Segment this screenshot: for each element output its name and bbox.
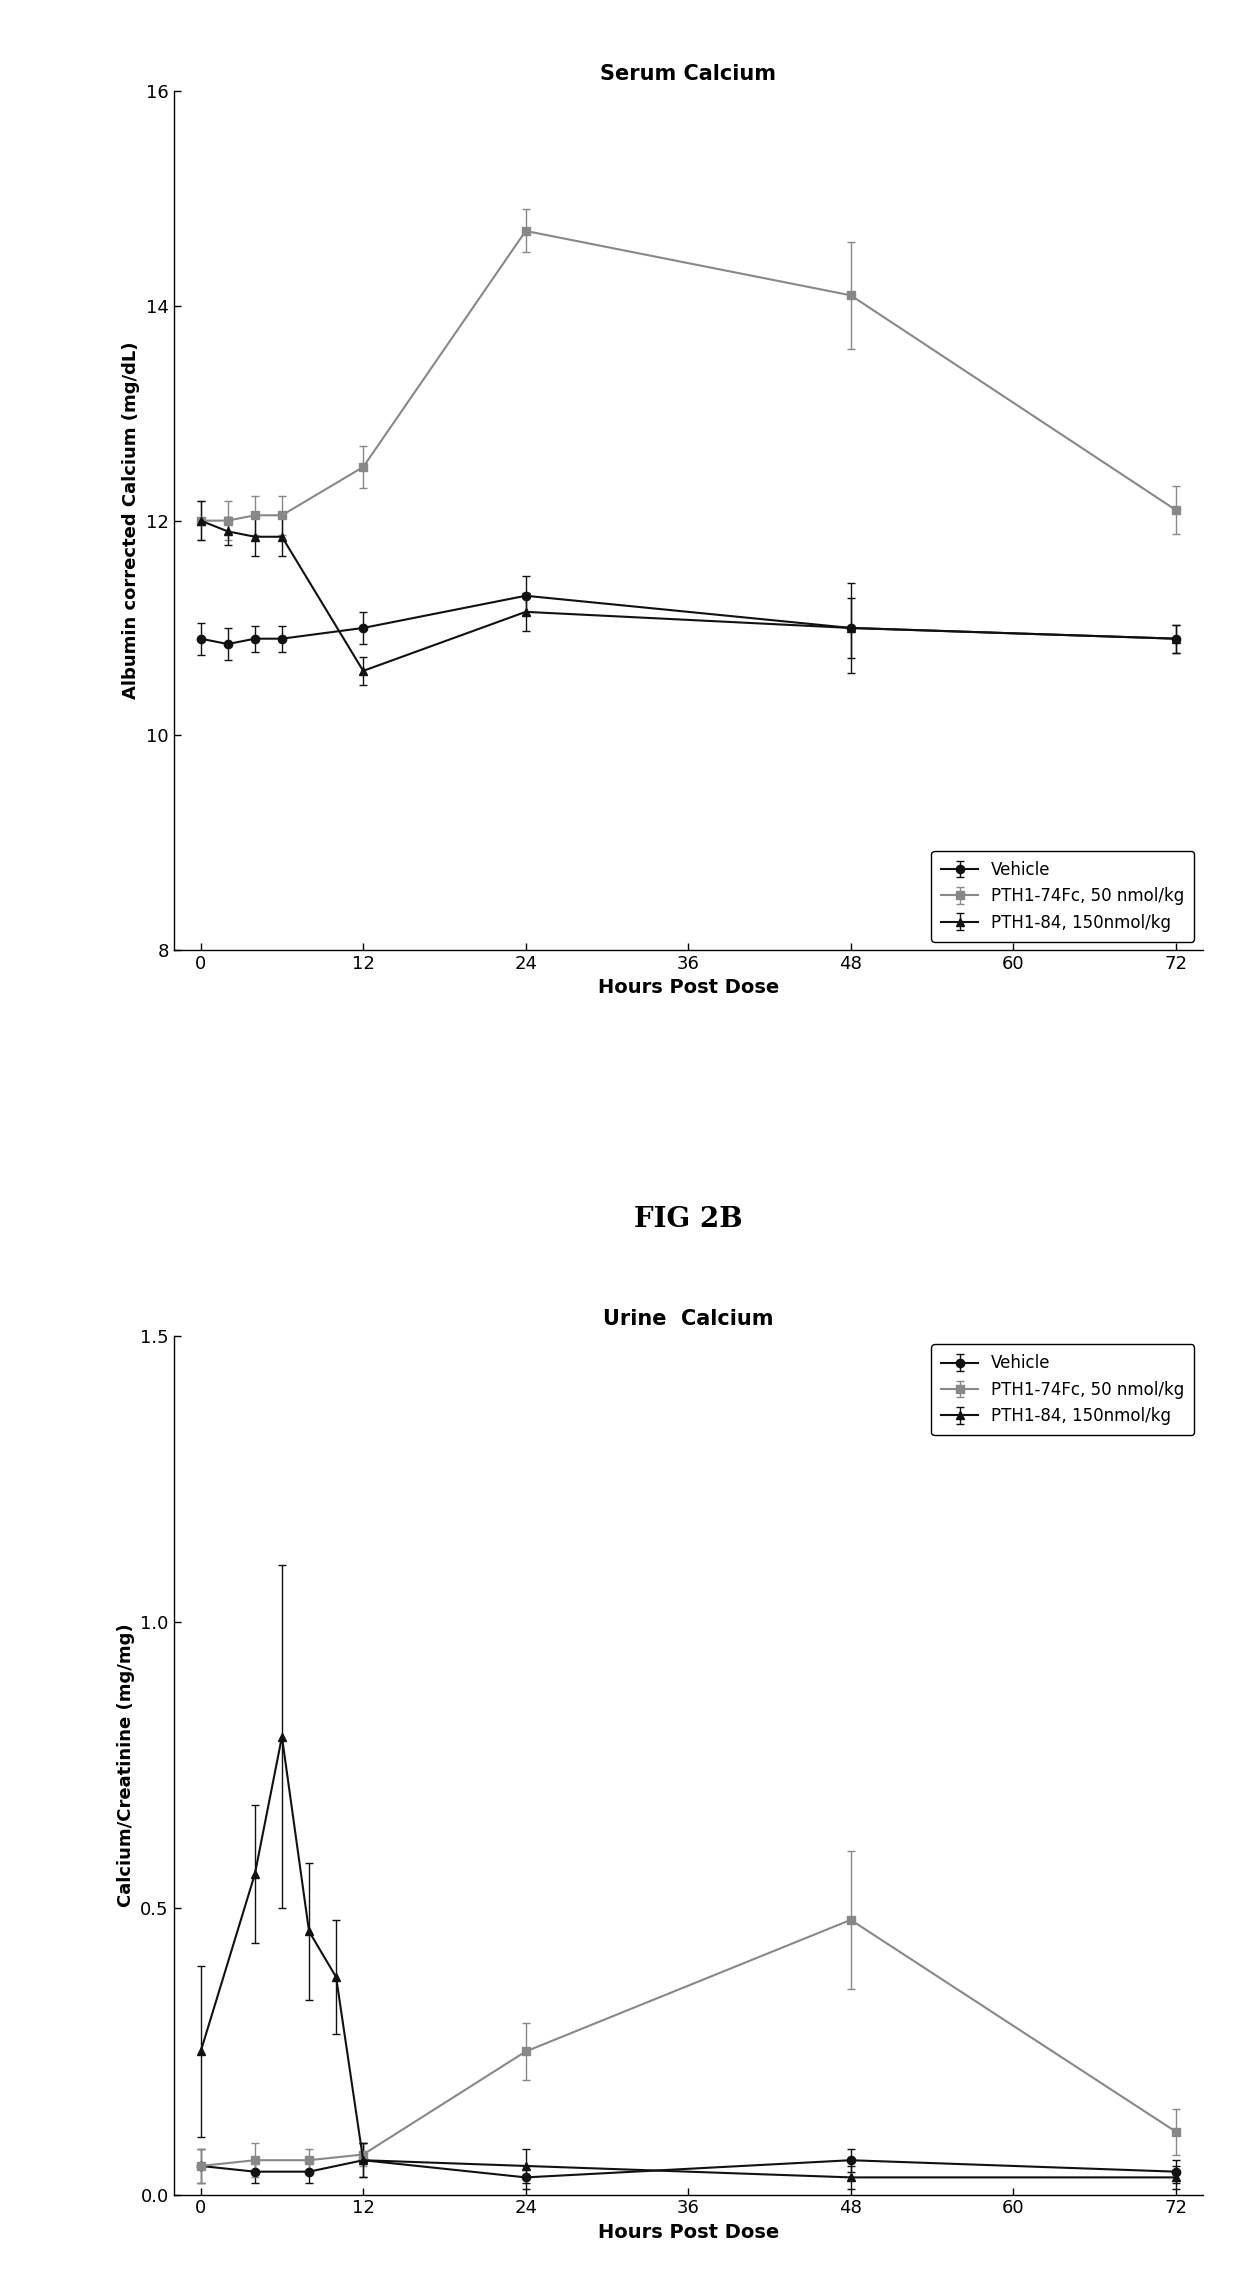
X-axis label: Hours Post Dose: Hours Post Dose <box>598 2222 779 2243</box>
Title: Serum Calcium: Serum Calcium <box>600 64 776 85</box>
X-axis label: Hours Post Dose: Hours Post Dose <box>598 978 779 997</box>
Title: Urine  Calcium: Urine Calcium <box>603 1310 774 1328</box>
Legend: Vehicle, PTH1-74Fc, 50 nmol/kg, PTH1-84, 150nmol/kg: Vehicle, PTH1-74Fc, 50 nmol/kg, PTH1-84,… <box>931 1344 1194 1436</box>
Legend: Vehicle, PTH1-74Fc, 50 nmol/kg, PTH1-84, 150nmol/kg: Vehicle, PTH1-74Fc, 50 nmol/kg, PTH1-84,… <box>931 850 1194 942</box>
Y-axis label: Calcium/Creatinine (mg/mg): Calcium/Creatinine (mg/mg) <box>117 1623 135 1907</box>
Y-axis label: Albumin corrected Calcium (mg/dL): Albumin corrected Calcium (mg/dL) <box>123 343 140 700</box>
Text: FIG 2B: FIG 2B <box>634 1207 743 1232</box>
